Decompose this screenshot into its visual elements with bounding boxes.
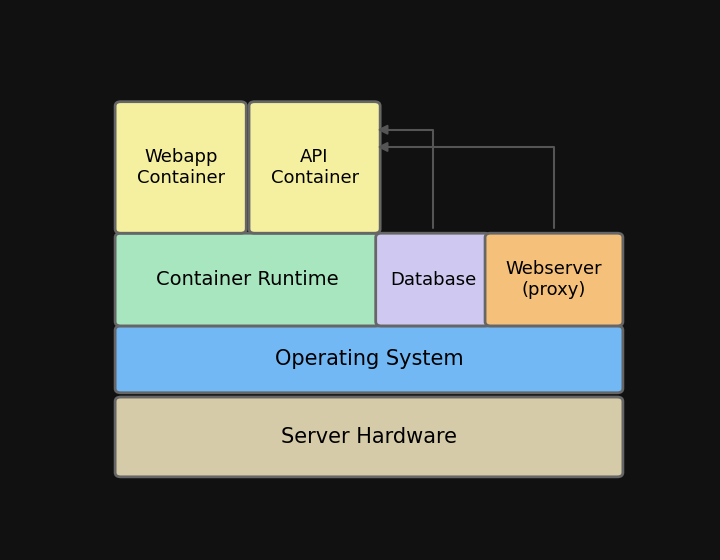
FancyBboxPatch shape <box>485 233 623 326</box>
FancyBboxPatch shape <box>115 397 623 477</box>
FancyBboxPatch shape <box>249 102 380 233</box>
Text: Server Hardware: Server Hardware <box>281 427 457 447</box>
Text: Database: Database <box>390 270 476 288</box>
Text: Operating System: Operating System <box>275 349 463 370</box>
Text: Container Runtime: Container Runtime <box>156 270 339 289</box>
FancyBboxPatch shape <box>376 233 490 326</box>
FancyBboxPatch shape <box>115 102 246 233</box>
FancyBboxPatch shape <box>115 233 380 326</box>
FancyBboxPatch shape <box>115 326 623 393</box>
Text: Webserver
(proxy): Webserver (proxy) <box>505 260 603 299</box>
Text: API
Container: API Container <box>271 148 359 187</box>
Text: Webapp
Container: Webapp Container <box>137 148 225 187</box>
